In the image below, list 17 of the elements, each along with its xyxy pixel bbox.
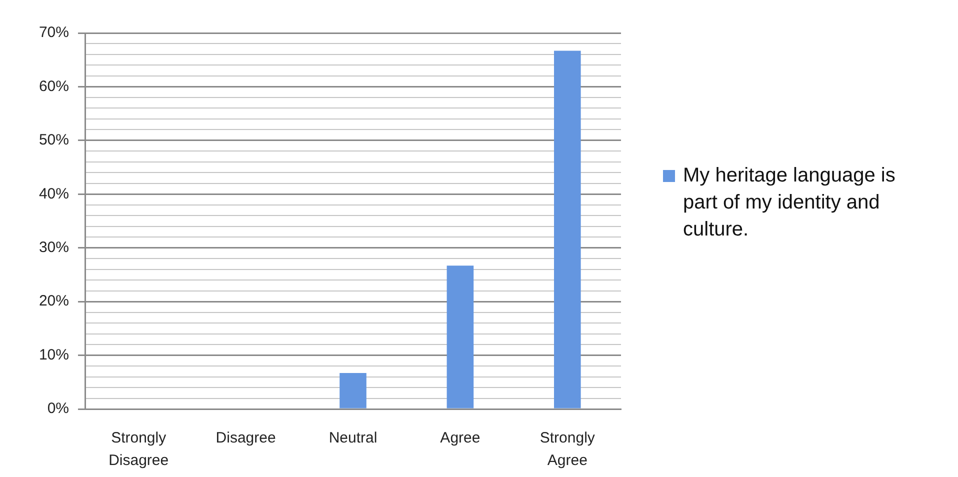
y-tick-label: 70% [38, 24, 69, 42]
y-tick-label: 40% [38, 185, 69, 202]
bar [446, 266, 474, 408]
y-tick-label: 20% [38, 292, 69, 310]
x-tick-label: Disagree [216, 429, 276, 446]
x-tick-label: Neutral [328, 429, 378, 446]
x-tick-label: Strongly Disagree [108, 429, 169, 469]
y-tick-label: 50% [38, 132, 69, 149]
x-tick-label: Agree [440, 429, 480, 446]
y-tick-label: 10% [38, 346, 69, 364]
legend-label: My heritage language is part of my identity and culture. [683, 164, 896, 241]
y-tick-label: 30% [38, 239, 69, 256]
bar [554, 50, 581, 408]
bar [340, 373, 366, 408]
y-tick-label: 60% [38, 78, 69, 95]
y-tick-label: 0% [47, 400, 69, 418]
x-tick-label: Strongly Agree [540, 429, 596, 469]
